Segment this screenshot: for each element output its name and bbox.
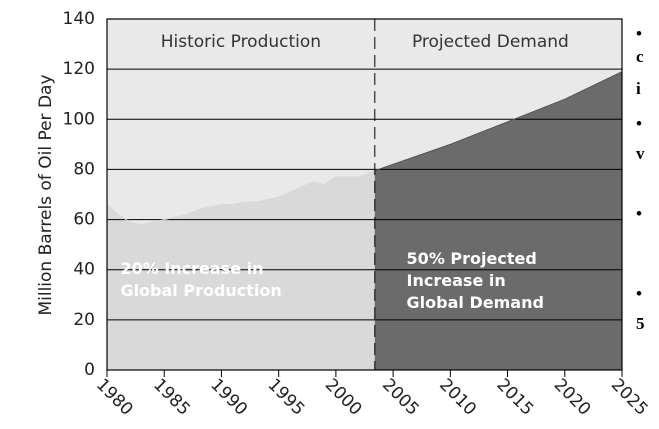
side-note: v — [636, 144, 645, 163]
x-tick-label: 2000 — [321, 375, 366, 420]
annotation: Global Demand — [407, 293, 544, 312]
annotation: 20% Increase in — [120, 259, 263, 278]
side-note: • — [636, 24, 642, 43]
area — [374, 71, 622, 370]
series-line — [374, 71, 623, 172]
y-tick-label: 0 — [84, 360, 95, 380]
side-note: • — [636, 204, 642, 223]
plot-frame — [106, 18, 623, 371]
annotation: 50% Projected — [407, 249, 537, 268]
y-tick-label: 40 — [73, 260, 95, 280]
annotation: Global Production — [120, 281, 281, 300]
x-tick-label: 2020 — [550, 375, 595, 420]
x-tick-label: 1990 — [206, 375, 251, 420]
x-tick-label: 2015 — [492, 375, 537, 420]
side-note: c — [636, 47, 644, 66]
y-tick-label: 120 — [63, 59, 95, 79]
y-tick-label: 80 — [73, 159, 95, 179]
side-note: 5 — [636, 314, 645, 333]
x-tick-label: 2010 — [435, 375, 480, 420]
y-tick-label: 20 — [73, 310, 95, 330]
x-tick-label: 1985 — [149, 375, 194, 420]
side-note: • — [636, 284, 642, 303]
x-tick-label: 1980 — [92, 375, 137, 420]
side-note: • — [636, 114, 642, 133]
x-tick-label: 1995 — [264, 375, 309, 420]
section-header: Projected Demand — [412, 32, 569, 52]
x-tick-label: 2025 — [607, 375, 652, 420]
y-tick-label: 60 — [73, 210, 95, 230]
section-header: Historic Production — [161, 32, 321, 52]
series-line — [106, 170, 375, 226]
annotation: Increase in — [407, 271, 506, 290]
side-note: i — [636, 79, 641, 98]
y-tick-label: 140 — [63, 9, 95, 29]
x-tick-label: 2005 — [378, 375, 423, 420]
y-tick-label: 100 — [63, 109, 95, 129]
y-axis-label: Million Barrels of Oil Per Day — [36, 74, 56, 315]
